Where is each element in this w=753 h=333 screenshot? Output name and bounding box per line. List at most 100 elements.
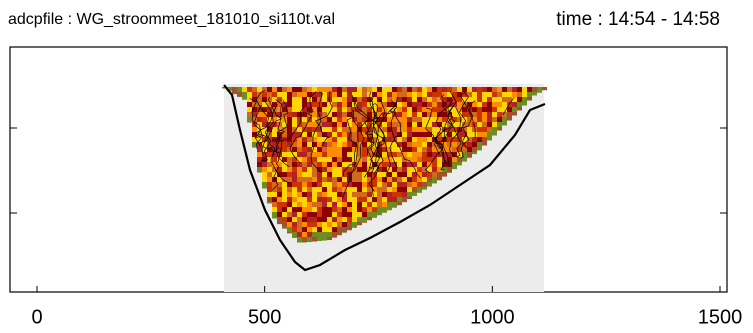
cell [472,147,477,152]
cell [372,117,377,122]
cell [282,217,287,222]
cell [392,97,397,102]
cell [442,122,447,127]
cell [332,212,337,217]
cell [302,162,307,167]
cell [437,162,442,167]
cell [407,87,412,92]
cell [257,152,262,157]
cell [287,147,292,152]
cell [347,207,352,212]
cell [437,157,442,162]
cell [307,137,312,142]
cell [312,167,317,172]
cell [347,162,352,167]
cell [392,122,397,127]
cell [472,102,477,107]
cell [392,187,397,192]
cell [447,137,452,142]
cell [367,172,372,177]
cell [322,227,327,232]
cell [382,162,387,167]
cell [277,187,282,192]
cell [392,207,397,208]
cell [287,232,292,234]
cell [417,137,422,142]
cell [522,97,527,102]
cell [267,162,272,167]
cell [342,92,347,97]
cell [342,102,347,107]
cell [262,142,267,147]
cell [377,147,382,152]
cell [337,172,342,177]
cell [252,147,257,148]
cell [332,237,337,238]
cell [407,147,412,152]
cell [327,87,332,92]
cell [362,147,367,152]
cell [332,222,337,227]
cell [292,177,297,182]
cell [237,87,242,92]
cell [282,182,287,187]
cell [307,162,312,167]
cell [507,97,512,102]
cell [307,212,312,217]
cell [362,142,367,147]
cell [452,117,457,122]
cell [447,107,452,112]
cell [282,177,287,182]
cell [417,112,422,117]
cell [427,147,432,152]
cell [422,122,427,127]
cell [512,97,517,102]
cell [422,112,427,117]
cell [292,192,297,197]
cell [352,227,357,228]
cell [397,162,402,167]
cell [417,187,422,192]
cell [402,132,407,137]
cell [357,137,362,142]
cell [422,172,427,177]
cell [492,112,497,117]
cell [257,147,262,152]
cell [317,157,322,162]
cell [362,122,367,127]
cell [267,107,272,112]
cell [322,87,327,92]
cell [407,162,412,167]
cell [362,222,367,223]
cell [437,117,442,122]
cell [282,87,287,92]
cell [322,117,327,122]
cell [342,127,347,132]
cell [407,197,412,200]
cell [382,92,387,97]
cell [357,102,362,107]
cell [482,127,487,132]
cell [282,157,287,162]
cell [317,212,322,217]
cell [342,87,347,92]
cell [422,157,427,162]
cell [422,137,427,142]
cell [427,142,432,147]
cell [357,97,362,102]
cell [407,127,412,132]
cell [292,197,297,202]
cell [312,97,317,102]
cell [297,127,302,132]
cell [412,117,417,122]
cell [467,132,472,137]
chart-title: adcpfile : WG_stroommeet_181010_si110t.v… [8,11,335,28]
cell [307,92,312,97]
cell [517,92,522,97]
cell [272,202,277,207]
cell [327,157,332,162]
cell [417,107,422,112]
cell [377,212,382,216]
cell [292,202,297,207]
cell [297,222,302,227]
